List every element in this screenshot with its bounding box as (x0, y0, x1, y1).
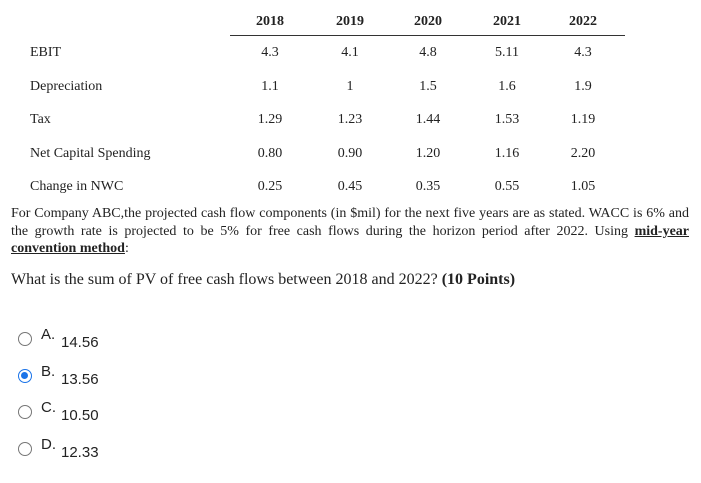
table-cell: 4.3 (574, 45, 592, 60)
year-header: 2020 (414, 14, 442, 29)
option-letter: A. (41, 326, 56, 343)
table-cell: 1.05 (570, 179, 596, 194)
table-cell: 1.9 (574, 78, 592, 94)
problem-text: For Company ABC,the projected cash flow … (11, 206, 689, 239)
option-value: 10.50 (61, 407, 99, 424)
mid-year-convention-link: mid-year convention method (11, 223, 689, 257)
table-cell: 5.11 (495, 45, 519, 60)
radio-button[interactable] (18, 332, 32, 346)
table-cell: 4.8 (419, 45, 437, 60)
year-header: 2022 (569, 14, 597, 29)
table-cell: 1.20 (415, 145, 441, 161)
row-label: Net Capital Spending (30, 145, 151, 161)
radio-button[interactable] (18, 441, 32, 456)
table-row: Tax 1.29 1.23 1.44 1.53 1.19 (20, 103, 620, 137)
table-cell: 1 (346, 78, 354, 94)
question-points: (10 Points) (441, 271, 516, 288)
table-cell: 0.90 (337, 145, 363, 161)
table-cell: 1.5 (419, 78, 437, 94)
option-letter: B. (41, 362, 56, 380)
table-row: Depreciation 1.1 1 1.5 1.6 1.9 (20, 70, 620, 104)
option-letter: D. (41, 435, 56, 453)
table-cell: 1.19 (570, 112, 596, 127)
row-label: Tax (30, 112, 51, 127)
table-cell: 4.1 (341, 45, 359, 60)
cash-flow-table: 2018 2019 2020 2021 2022 EBIT 4.3 4.1 4.… (20, 8, 625, 204)
row-label: EBIT (30, 45, 62, 60)
row-label: Depreciation (30, 78, 103, 94)
question-text: What is the sum of PV of free cash flows… (11, 271, 515, 289)
table-cell: 1.53 (494, 112, 520, 127)
header-divider (230, 35, 625, 36)
table-cell: 1.16 (494, 145, 520, 161)
table-row: Net Capital Spending 0.80 0.90 1.20 1.16… (20, 137, 620, 171)
year-header: 2018 (256, 14, 284, 29)
table-header-row: 2018 2019 2020 2021 2022 (20, 8, 625, 36)
table-cell: 1.6 (498, 78, 516, 94)
option-letter: C. (41, 399, 56, 416)
problem-text-end: : (124, 241, 129, 256)
table-row: Change in NWC 0.25 0.45 0.35 0.55 1.05 (20, 170, 620, 204)
table-cell: 0.55 (494, 179, 520, 194)
table-cell: 0.45 (337, 179, 363, 194)
row-label: Change in NWC (30, 179, 124, 194)
table-cell: 0.35 (415, 179, 441, 194)
table-cell: 4.3 (261, 45, 279, 60)
radio-button-selected[interactable] (18, 368, 32, 383)
table-row: EBIT 4.3 4.1 4.8 5.11 4.3 (20, 36, 620, 70)
option-value: 13.56 (61, 370, 99, 388)
year-header: 2019 (336, 14, 364, 29)
option-value: 12.33 (61, 443, 99, 461)
table-cell: 2.20 (570, 145, 596, 161)
table-cell: 0.25 (257, 179, 283, 194)
question-body: What is the sum of PV of free cash flows… (11, 271, 442, 288)
table-cell: 1.44 (415, 112, 441, 127)
problem-description: For Company ABC,the projected cash flow … (11, 205, 689, 258)
option-value: 14.56 (61, 334, 99, 351)
table-cell: 1.23 (337, 112, 363, 127)
table-cell: 1.29 (257, 112, 283, 127)
table-cell: 1.1 (261, 78, 279, 94)
table-cell: 0.80 (257, 145, 283, 161)
year-header: 2021 (493, 14, 521, 29)
radio-button[interactable] (18, 405, 32, 419)
